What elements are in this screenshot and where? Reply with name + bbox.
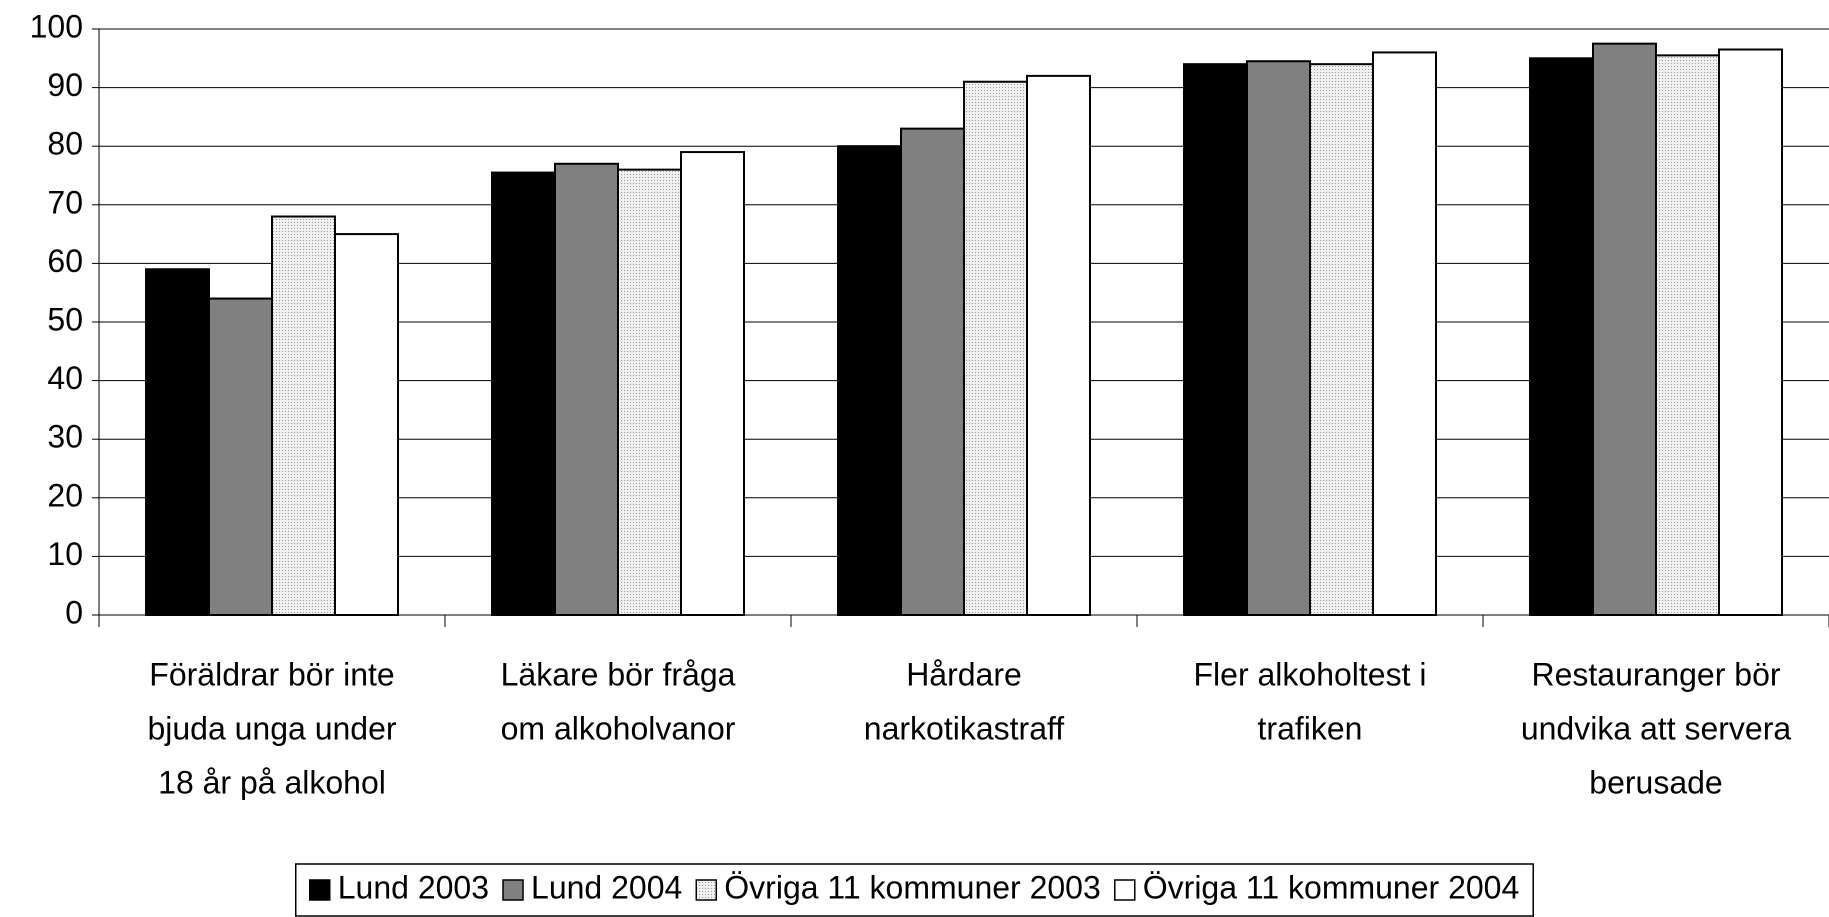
bar [1529,57,1594,617]
y-tick-label: 40 [47,360,83,396]
x-tick-label: Läkare bör fråga [501,656,736,692]
bar [491,171,556,616]
bar [208,297,273,616]
bar [1246,60,1311,617]
bar [145,268,210,616]
bar [963,80,1028,617]
x-tick-label: trafiken [1258,710,1363,746]
bar [617,168,682,616]
y-tick-label: 0 [65,594,83,630]
y-tick-label: 50 [47,301,83,337]
bar [1026,74,1091,616]
legend: Lund 2003 Lund 2004 Övriga 11 kommuner 200… [295,863,1534,917]
x-tick-label: Restauranger bör [1531,656,1780,692]
bar [271,215,336,617]
x-tick-label: Hårdare [906,656,1022,692]
x-tick-label: Fler alkoholtest i [1194,656,1427,692]
y-tick-label: 100 [30,8,83,44]
legend-label: Övriga 11 kommuner 2004 [1143,869,1519,905]
x-tick-label: Föräldrar bör inte [149,656,394,692]
legend-box [295,863,1534,917]
y-tick-label: 60 [47,243,83,279]
bar [837,145,902,616]
bar [1655,54,1720,617]
legend-label: Övriga 11 kommuner 2003 [724,869,1100,905]
bar [1309,63,1374,617]
bar [1372,51,1437,616]
legend-swatch [502,879,524,901]
bar [1718,48,1783,616]
bar [1183,63,1248,617]
y-tick-label: 30 [47,419,83,455]
bar [334,233,399,616]
x-tick-label: bjuda unga under [147,710,396,746]
x-tick-label: om alkoholvanor [501,710,736,746]
bar [680,151,745,616]
y-tick-label: 20 [47,477,83,513]
x-tick-label: narkotikastraff [864,710,1065,746]
bar [1592,42,1657,616]
y-tick-label: 90 [47,67,83,103]
legend-label: Lund 2003 [338,869,489,905]
y-tick-label: 80 [47,126,83,162]
bar [900,127,965,616]
bar [554,162,619,616]
x-tick-label: 18 år på alkohol [158,764,386,800]
legend-swatch [309,879,331,901]
legend-swatch [1114,879,1136,901]
y-tick-label: 70 [47,184,83,220]
x-tick-label: undvika att servera [1521,710,1792,746]
legend-swatch [695,879,718,901]
x-tick-label: berusade [1589,764,1722,800]
legend-label: Lund 2004 [531,869,682,905]
y-tick-label: 10 [47,536,83,572]
